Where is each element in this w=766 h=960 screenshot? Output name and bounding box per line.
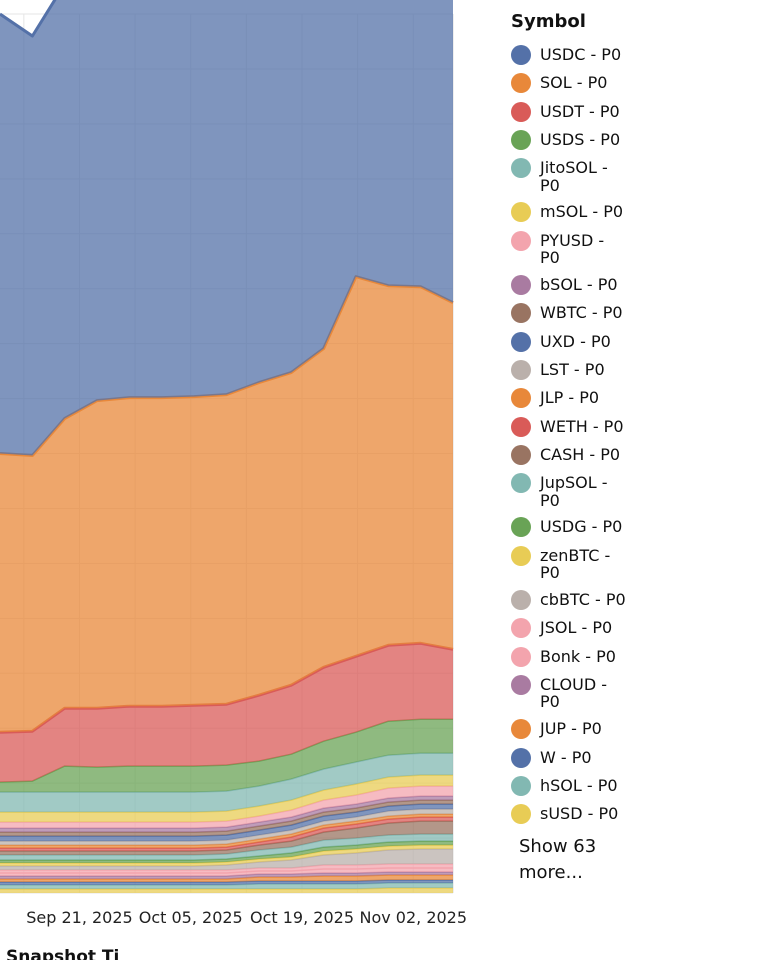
legend-swatch [511, 416, 531, 437]
legend-item[interactable]: WETH - P0 [511, 416, 761, 437]
chart-areas [0, 0, 454, 893]
area-uxd-p0-15 [0, 804, 453, 842]
area-sol-p0-23 [0, 276, 453, 733]
legend-swatch [511, 473, 531, 494]
legend-swatch [511, 646, 531, 667]
legend-item[interactable]: USDS - P0 [511, 129, 761, 150]
area-bonk-p0-5 [0, 868, 453, 876]
legend-label: WETH - P0 [540, 416, 624, 436]
legend-label: zenBTC - P0 [540, 545, 611, 583]
legend-label: JLP - P0 [540, 388, 600, 408]
legend-item[interactable]: UXD - P0 [511, 331, 761, 352]
legend-swatch [511, 129, 531, 150]
legend-label: WBTC - P0 [540, 303, 623, 323]
legend-swatch [511, 275, 531, 296]
legend-item[interactable]: mSOL - P0 [511, 202, 761, 223]
legend-item[interactable]: bSOL - P0 [511, 275, 761, 296]
legend-swatch [511, 444, 531, 465]
area-jlp-p0-13 [0, 814, 453, 849]
legend-item[interactable]: JUP - P0 [511, 719, 761, 740]
legend-swatch [511, 101, 531, 122]
legend-swatch [511, 674, 531, 695]
legend-title: Symbol [511, 11, 586, 32]
legend-swatch [511, 775, 531, 796]
legend-swatch [511, 359, 531, 380]
show-more-link[interactable]: Show 63 more... [519, 836, 597, 884]
legend-item[interactable]: hSOL - P0 [511, 775, 761, 796]
legend-list: USDC - P0 SOL - P0 USDT - P0 USDS - P0 JitoS… [511, 45, 761, 825]
area-usdc-p0-24 [0, 0, 453, 456]
legend-swatch [511, 303, 531, 324]
legend-item[interactable]: USDC - P0 [511, 45, 761, 65]
legend-label: LST - P0 [540, 359, 605, 379]
legend-item[interactable]: JLP - P0 [511, 388, 761, 409]
legend-label: SOL - P0 [540, 73, 608, 93]
legend-item[interactable]: Bonk - P0 [511, 646, 761, 667]
legend-label: CASH - P0 [540, 444, 621, 464]
x-tick-label: Nov 02, 2025 [359, 908, 467, 927]
area-jupsol-p0-10 [0, 834, 453, 860]
legend-label: PYUSD - P0 [540, 230, 605, 268]
legend-swatch [511, 804, 531, 825]
legend-label: USDS - P0 [540, 129, 621, 149]
legend-item[interactable]: CASH - P0 [511, 444, 761, 465]
legend-label: USDG - P0 [540, 517, 623, 537]
legend-label: UXD - P0 [540, 331, 611, 351]
area-msol-p0-19 [0, 775, 453, 823]
legend-swatch [511, 202, 531, 223]
legend-item[interactable]: JupSOL - P0 [511, 473, 761, 510]
legend-label: CLOUD - P0 [540, 674, 607, 712]
legend-item[interactable]: zenBTC - P0 [511, 545, 761, 583]
area-jitosol-p0-20 [0, 753, 453, 813]
legend-item[interactable]: LST - P0 [511, 359, 761, 380]
legend-item[interactable]: sUSD - P0 [511, 804, 761, 825]
legend-item[interactable]: cbBTC - P0 [511, 590, 761, 611]
legend-item[interactable]: SOL - P0 [511, 73, 761, 94]
legend-item[interactable]: JitoSOL - P0 [511, 158, 761, 195]
legend: Symbol USDC - P0 SOL - P0 USDT - P0 USDS - … [511, 10, 761, 886]
legend-label: sUSD - P0 [540, 804, 619, 824]
legend-label: bSOL - P0 [540, 275, 618, 295]
legend-swatch [511, 618, 531, 639]
legend-label: JSOL - P0 [540, 618, 613, 638]
legend-swatch [511, 230, 531, 251]
legend-swatch [511, 545, 531, 566]
legend-swatch [511, 517, 531, 538]
legend-label: JupSOL - P0 [540, 473, 608, 510]
legend-item[interactable]: W - P0 [511, 747, 761, 768]
legend-swatch [511, 331, 531, 352]
legend-label: JitoSOL - P0 [540, 158, 608, 195]
legend-swatch [511, 158, 531, 179]
area-usdt-p0-22 [0, 643, 453, 783]
legend-swatch [511, 747, 531, 768]
legend-swatch [511, 590, 531, 611]
legend-label: Bonk - P0 [540, 646, 616, 666]
x-tick-label: Oct 19, 2025 [250, 908, 354, 927]
legend-label: cbBTC - P0 [540, 590, 626, 610]
legend-item[interactable]: JSOL - P0 [511, 618, 761, 639]
x-axis-title: Snapshot Ti [6, 947, 119, 960]
x-tick-label: Sep 21, 2025 [26, 908, 133, 927]
legend-swatch [511, 45, 531, 65]
area-pyusd-p0-18 [0, 786, 453, 829]
legend-label: JUP - P0 [540, 719, 602, 739]
legend-swatch [511, 719, 531, 740]
legend-swatch [511, 388, 531, 409]
area-weth-p0-12 [0, 817, 453, 851]
legend-item[interactable]: WBTC - P0 [511, 303, 761, 324]
x-tick-label: Oct 05, 2025 [139, 908, 243, 927]
legend-item[interactable]: USDT - P0 [511, 101, 761, 122]
legend-label: hSOL - P0 [540, 775, 618, 795]
legend-label: USDT - P0 [540, 101, 620, 121]
legend-item[interactable]: CLOUD - P0 [511, 674, 761, 712]
legend-item[interactable]: PYUSD - P0 [511, 230, 761, 268]
legend-label: USDC - P0 [540, 45, 622, 64]
legend-swatch [511, 73, 531, 94]
legend-item[interactable]: USDG - P0 [511, 517, 761, 538]
legend-label: mSOL - P0 [540, 202, 624, 222]
legend-label: W - P0 [540, 747, 592, 767]
